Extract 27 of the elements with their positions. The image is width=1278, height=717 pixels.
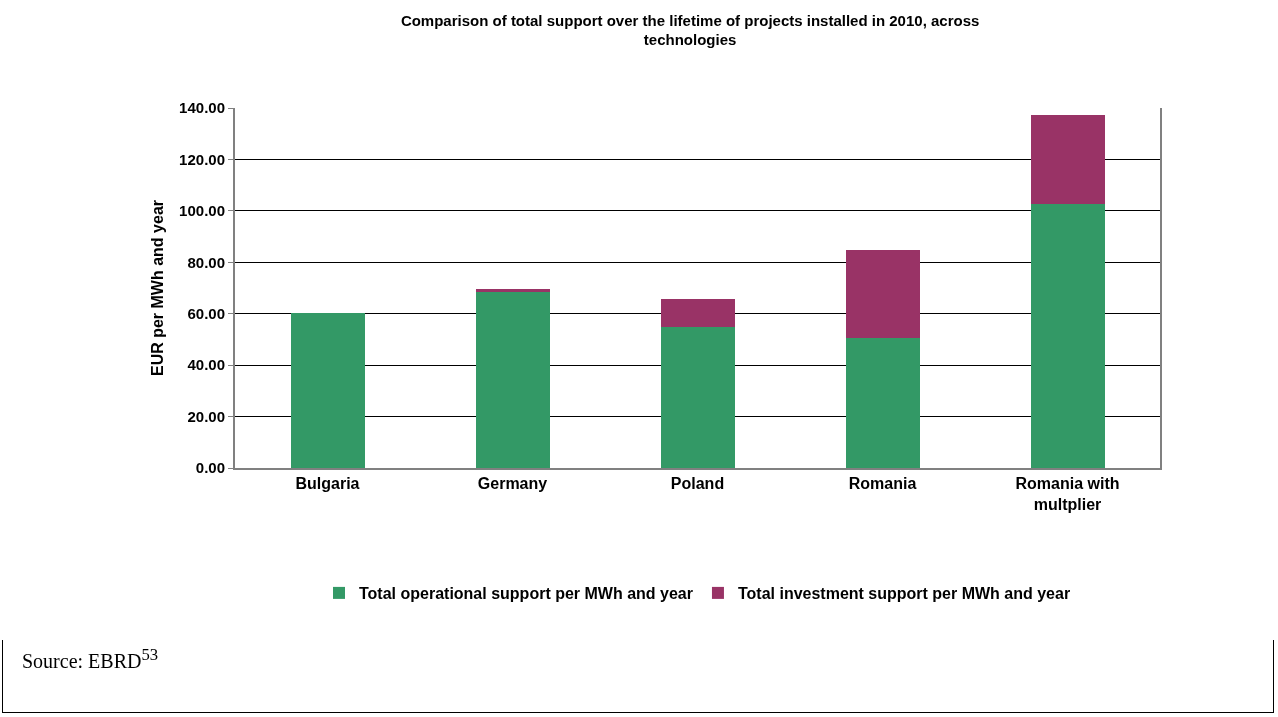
y-tick-label: 60.00	[187, 304, 225, 322]
bar	[290, 312, 365, 468]
bar	[845, 337, 920, 468]
x-tick-label: Poland	[670, 475, 725, 493]
y-tick-label: 20.00	[187, 407, 225, 425]
y-tick-label: 120.00	[179, 150, 225, 168]
source-note: Source: EBRD$^{53}$	[22, 645, 159, 673]
y-tick-label: 140.00	[179, 99, 225, 117]
bar	[660, 299, 735, 327]
x-tick-label: Romania with multplier	[1015, 475, 1120, 513]
legend-label: Total operational support per MWh and year	[359, 585, 693, 603]
x-tick-label: Bulgaria	[295, 475, 360, 493]
bar	[845, 250, 920, 338]
bar	[1030, 203, 1105, 468]
y-axis-title: EUR per MWh and year	[148, 199, 166, 377]
x-tick-label: Romania	[848, 475, 917, 493]
bar	[1030, 115, 1105, 204]
y-tick-label: 80.00	[187, 253, 225, 271]
bar	[475, 289, 550, 293]
y-tick-label: 100.00	[179, 202, 225, 220]
y-tick-label: 0.00	[195, 459, 225, 477]
bar	[660, 326, 735, 468]
x-tick-label: Germany	[477, 475, 548, 493]
bar	[475, 292, 550, 468]
chart-title: Comparison of total support over the lifetime of projects installed in 2010, across technologies	[400, 11, 980, 49]
y-tick-label: 40.00	[187, 356, 225, 374]
legend-label: Total investment support per MWh and year	[737, 585, 1071, 603]
